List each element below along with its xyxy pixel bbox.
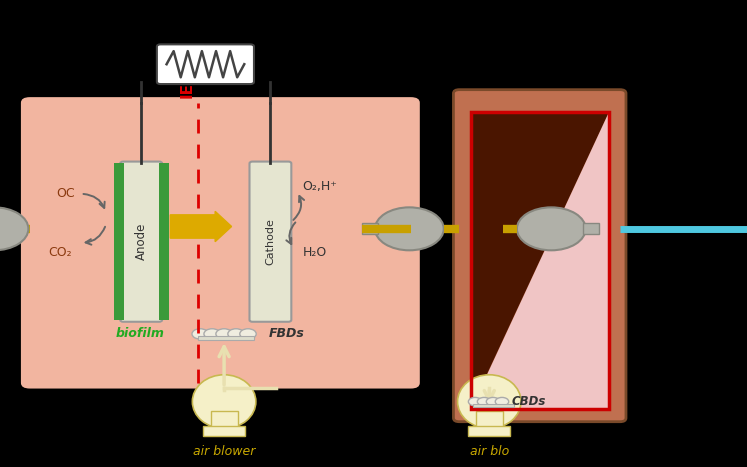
Bar bbox=[362, 223, 378, 234]
Bar bbox=[476, 411, 503, 430]
Circle shape bbox=[0, 207, 28, 250]
Circle shape bbox=[240, 329, 256, 339]
Bar bbox=[471, 112, 609, 409]
Circle shape bbox=[495, 397, 509, 406]
Text: IEM: IEM bbox=[179, 67, 194, 98]
Circle shape bbox=[468, 397, 482, 406]
Circle shape bbox=[192, 329, 208, 339]
Ellipse shape bbox=[457, 375, 521, 429]
Text: CBDs: CBDs bbox=[512, 395, 546, 408]
Bar bbox=[114, 163, 124, 320]
Circle shape bbox=[228, 329, 244, 339]
Text: O₂,H⁺: O₂,H⁺ bbox=[303, 180, 338, 193]
Text: H₂O: H₂O bbox=[303, 246, 326, 259]
FancyBboxPatch shape bbox=[249, 162, 291, 322]
Text: OC: OC bbox=[57, 187, 75, 200]
Bar bbox=[203, 426, 245, 436]
Circle shape bbox=[486, 397, 500, 406]
FancyBboxPatch shape bbox=[120, 162, 162, 322]
Text: Anode: Anode bbox=[134, 223, 148, 260]
Text: air blower: air blower bbox=[193, 445, 255, 458]
Text: CO₂: CO₂ bbox=[48, 246, 72, 259]
Bar bbox=[211, 411, 238, 430]
Text: air blo: air blo bbox=[470, 445, 509, 458]
Circle shape bbox=[517, 207, 586, 250]
Bar bbox=[471, 112, 609, 409]
Bar bbox=[473, 404, 514, 407]
Bar bbox=[468, 426, 510, 436]
Text: biofilm: biofilm bbox=[116, 327, 164, 340]
FancyBboxPatch shape bbox=[157, 44, 254, 84]
Bar bbox=[198, 336, 254, 340]
Polygon shape bbox=[471, 112, 609, 409]
Circle shape bbox=[375, 207, 444, 250]
Text: FBDs: FBDs bbox=[269, 327, 305, 340]
Bar bbox=[159, 163, 169, 320]
Text: Cathode: Cathode bbox=[265, 218, 276, 265]
Ellipse shape bbox=[193, 375, 255, 429]
Polygon shape bbox=[471, 112, 609, 409]
Circle shape bbox=[216, 329, 232, 339]
FancyArrow shape bbox=[170, 211, 232, 242]
Circle shape bbox=[204, 329, 220, 339]
FancyBboxPatch shape bbox=[21, 97, 420, 389]
Circle shape bbox=[477, 397, 491, 406]
FancyBboxPatch shape bbox=[453, 90, 626, 422]
Bar bbox=[583, 223, 599, 234]
